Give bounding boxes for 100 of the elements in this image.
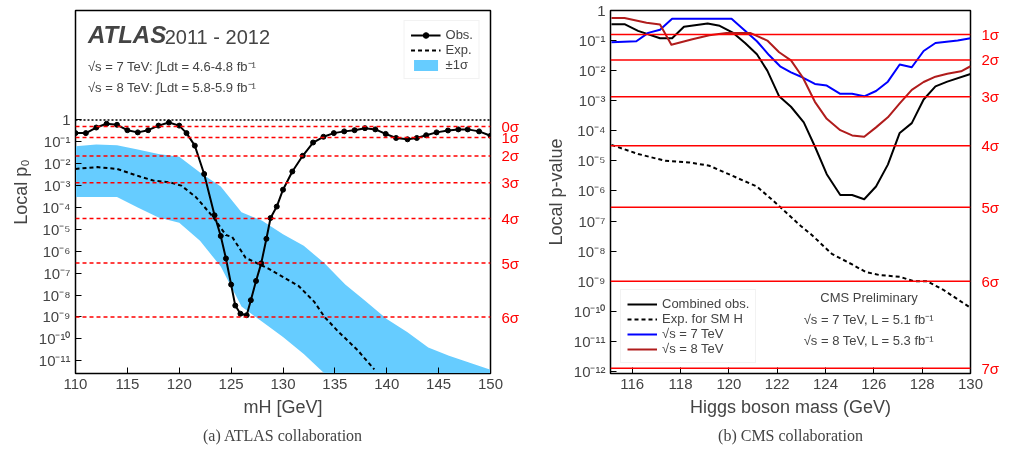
x-tick-label: 145 — [426, 374, 452, 392]
legend-label: ±1σ — [445, 57, 468, 72]
point — [455, 126, 462, 133]
point — [382, 130, 389, 137]
x-tick-label: 130 — [957, 374, 984, 392]
point — [191, 142, 198, 149]
point — [247, 297, 254, 304]
point — [267, 215, 274, 222]
point — [228, 281, 235, 288]
point — [263, 235, 270, 242]
point — [310, 139, 317, 146]
y-axis-title: Local p₀ — [10, 159, 31, 225]
point — [444, 127, 451, 134]
ref-line-label: 5σ — [501, 254, 520, 272]
annotation: √s = 7 TeV, L = 5.1 fb⁻¹ — [803, 311, 935, 327]
point — [433, 129, 440, 136]
point — [351, 127, 358, 134]
ref-line-label: 2σ — [501, 147, 520, 165]
ref-line-label: 3σ — [501, 174, 520, 192]
y-tick-label: 10⁻¹¹ — [573, 332, 606, 350]
y-tick-label: 10⁻⁸ — [577, 242, 606, 260]
point — [93, 124, 100, 131]
point — [280, 186, 286, 193]
x-tick-label: 135 — [322, 374, 348, 392]
point — [176, 122, 183, 129]
point — [237, 310, 244, 317]
point — [103, 120, 110, 127]
x-tick-label: 110 — [63, 374, 88, 392]
y-tick-label: 10⁻⁷ — [43, 264, 71, 282]
text: (a) ATLAS collaboration — [203, 426, 363, 445]
point — [361, 125, 368, 132]
point — [464, 126, 471, 133]
y-tick-label: 10⁻³ — [578, 92, 606, 110]
x-tick-label: 128 — [909, 374, 935, 392]
ref-line-label: 6σ — [501, 308, 520, 326]
point — [393, 134, 400, 141]
legend-label: Exp. for SM H — [662, 311, 743, 326]
x-tick-label: 118 — [668, 374, 693, 392]
annotation: CMS Preliminary — [820, 290, 919, 306]
point — [413, 134, 420, 141]
y-tick-label: 10⁻⁷ — [578, 212, 606, 230]
point — [253, 277, 260, 284]
x-tick-label: 125 — [218, 374, 244, 392]
y-tick-label: 10⁻⁴ — [42, 198, 71, 216]
point — [165, 119, 172, 126]
point — [201, 170, 208, 177]
x-axis-title: mH [GeV] — [243, 396, 323, 417]
point — [330, 130, 337, 137]
x-tick-label: 150 — [477, 374, 504, 392]
y-tick-label: 10⁻⁵ — [577, 152, 606, 170]
x-tick-label: 124 — [813, 374, 839, 392]
y-tick-label: 10⁻¹ — [578, 32, 606, 50]
x-tick-label: 130 — [270, 374, 296, 392]
point — [341, 128, 348, 135]
point — [155, 122, 162, 129]
legend-label: Combined obs. — [662, 296, 750, 311]
ref-line-label: 4σ — [981, 137, 1000, 155]
x-axis-title: Higgs boson mass (GeV) — [689, 396, 892, 417]
line-series — [610, 17, 971, 138]
x-tick-label: 120 — [716, 374, 742, 392]
point — [211, 212, 218, 219]
point — [217, 232, 224, 239]
point — [183, 130, 190, 137]
y-tick-label: 10⁻⁶ — [42, 242, 71, 260]
point — [114, 121, 120, 128]
point — [145, 127, 152, 134]
y-tick-label: 10⁻² — [578, 62, 606, 80]
point — [232, 302, 239, 309]
line-series — [610, 17, 971, 98]
x-tick-label: 140 — [374, 374, 400, 392]
ref-line-label: 4σ — [501, 209, 520, 227]
x-tick-label: 126 — [861, 374, 887, 392]
point — [124, 127, 131, 134]
y-tick-label: 10⁻¹² — [573, 362, 606, 380]
x-tick-label: 116 — [620, 374, 645, 392]
x-tick-label: 120 — [166, 374, 192, 392]
ref-line-label: 2σ — [981, 51, 1000, 69]
point — [423, 132, 430, 139]
y-tick-label: 10⁻⁶ — [577, 182, 606, 200]
y-tick-label: 10⁻⁴ — [577, 122, 606, 140]
y-tick-label: 10⁻⁹ — [577, 272, 606, 290]
ref-line-label: 7σ — [981, 359, 1000, 377]
annotation: √s = 7 TeV: ∫Ldt = 4.6-4.8 fb⁻¹ — [87, 59, 257, 75]
y-tick-label: 10⁻¹ — [43, 133, 71, 151]
y-tick-label: 1 — [597, 2, 606, 19]
x-tick-label: 115 — [115, 374, 140, 392]
ref-line-label: 1σ — [981, 26, 1000, 44]
x-tick-label: 122 — [764, 374, 790, 392]
point — [134, 129, 141, 136]
point — [476, 128, 483, 135]
point — [372, 126, 379, 133]
y-tick-label: 10⁻² — [43, 155, 71, 173]
ref-line-label: 3σ — [981, 88, 1000, 106]
ref-line-label: 6σ — [981, 272, 1000, 290]
annotation: √s = 8 TeV: ∫Ldt = 5.8-5.9 fb⁻¹ — [87, 79, 257, 95]
y-tick-label: 10⁻⁵ — [42, 220, 71, 238]
y-tick-label: 10⁻⁸ — [42, 286, 71, 304]
text: (b) CMS collaboration — [718, 426, 863, 445]
point — [289, 168, 296, 175]
annotation: √s = 8 TeV, L = 5.3 fb⁻¹ — [803, 332, 935, 348]
